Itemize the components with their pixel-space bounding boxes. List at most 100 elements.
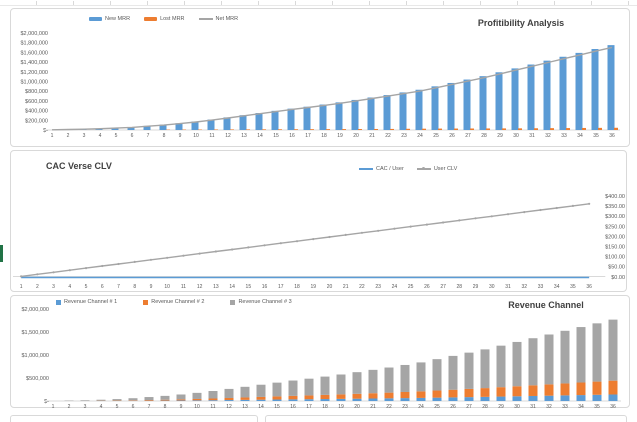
partial-chart-panel-left[interactable] <box>10 415 258 422</box>
stacked-bar-segment <box>560 395 570 401</box>
stacked-bar-segment <box>240 399 250 401</box>
x-axis-tick-label: 2 <box>36 284 39 290</box>
bar <box>271 110 279 130</box>
stacked-bar-segment <box>256 384 266 397</box>
x-axis-tick-label: 35 <box>570 284 576 290</box>
x-axis-tick-label: 28 <box>482 404 488 410</box>
legend-item[interactable]: Revenue Channel # 1 <box>56 299 117 305</box>
stacked-bar-segment <box>320 399 330 401</box>
line-marker-point <box>506 213 510 216</box>
stacked-bar-segment <box>496 396 506 401</box>
stacked-bar-segment <box>208 400 218 401</box>
revenue-channel-2-swatch-icon <box>143 299 149 305</box>
stacked-bar-segment <box>272 382 282 397</box>
partial-chart-panel-right[interactable] <box>265 415 627 422</box>
x-axis-tick-label: 17 <box>278 284 284 290</box>
bar <box>518 128 522 130</box>
x-axis-tick-label: 6 <box>131 133 134 139</box>
line-marker-point <box>377 229 380 232</box>
bar <box>278 129 282 130</box>
line-marker-point <box>360 231 364 234</box>
stacked-bar-segment <box>608 380 618 395</box>
stacked-bar-segment <box>448 397 458 401</box>
bar <box>527 64 535 130</box>
stacked-bar-segment <box>224 400 234 401</box>
stacked-bar-segment <box>256 399 266 401</box>
profitability-chart-panel[interactable]: New MRR Lost MRR Net MRR Profitibility Ana… <box>10 8 630 147</box>
y-axis-tick-label: $400,000 <box>25 109 48 115</box>
stacked-bar-segment <box>176 394 186 400</box>
revenue-channel-3-swatch-icon <box>230 299 236 305</box>
profitability-legend[interactable]: New MRR Lost MRR Net MRR <box>89 16 238 22</box>
stacked-bar-segment <box>288 399 298 401</box>
legend-item[interactable]: Revenue Channel # 2 <box>143 299 204 305</box>
y-axis-tick-label: $250.00 <box>605 224 625 230</box>
stacked-bar-segment <box>384 398 394 401</box>
legend-item[interactable]: CAC / User <box>359 166 404 172</box>
legend-item[interactable]: Net MRR <box>198 16 239 22</box>
legend-label: New MRR <box>105 16 131 22</box>
line-series <box>51 46 613 131</box>
revenue-channel-chart-panel[interactable]: Revenue Channel # 1 Revenue Channel # 2 Re… <box>10 295 630 410</box>
lost-mrr-swatch-icon <box>144 17 158 21</box>
bar <box>447 82 455 130</box>
bar <box>342 129 346 130</box>
stacked-bar-segment <box>320 394 330 400</box>
legend-label: Revenue Channel # 2 <box>151 299 205 305</box>
stacked-bar-segment <box>224 397 234 401</box>
y-axis-tick-label: $1,800,000 <box>20 41 48 47</box>
cac-clv-legend[interactable]: CAC / User User CLV <box>359 166 457 172</box>
revenue-channel-legend[interactable]: Revenue Channel # 1 Revenue Channel # 2 Re… <box>56 299 292 305</box>
bar <box>390 128 394 130</box>
line-marker-point <box>409 225 412 228</box>
stacked-bar-segment <box>432 397 442 401</box>
stacked-bar-segment <box>272 399 282 401</box>
line-marker-point <box>539 208 542 212</box>
legend-label: Revenue Channel # 3 <box>238 299 292 305</box>
line-series <box>21 203 590 278</box>
x-axis-tick-label: 28 <box>457 284 463 290</box>
line-marker-point <box>295 240 299 243</box>
stacked-bar-segment <box>176 399 186 401</box>
x-axis-tick-label: 33 <box>562 404 568 410</box>
x-axis-tick-label: 28 <box>481 133 487 139</box>
stacked-bar-segment <box>608 394 618 401</box>
y-axis-tick-label: $- <box>44 399 49 405</box>
stacked-bar-segment <box>480 388 490 397</box>
stacked-bar-segment <box>304 378 314 396</box>
line-marker-point <box>441 221 445 224</box>
x-axis-tick-label: 5 <box>115 133 118 139</box>
x-axis-tick-label: 7 <box>147 133 150 139</box>
x-axis-tick-label: 17 <box>305 133 311 139</box>
cac-clv-chart-panel[interactable]: CAC Verse CLV CAC / User User CLV $400.00… <box>10 150 627 292</box>
bar <box>127 127 135 130</box>
legend-item[interactable]: Revenue Channel # 3 <box>230 299 292 305</box>
x-axis-tick-label: 10 <box>164 284 170 290</box>
x-axis-tick-label: 11 <box>210 404 215 410</box>
legend-label: Revenue Channel # 1 <box>64 299 118 305</box>
legend-item[interactable]: New MRR <box>89 16 130 22</box>
legend-item[interactable]: User CLV <box>416 166 457 172</box>
stacked-bar-segment <box>208 398 218 401</box>
x-axis-tick-label: 32 <box>545 133 551 139</box>
x-axis-tick-label: 6 <box>132 404 135 410</box>
line-marker-point <box>458 219 461 222</box>
line-marker-point <box>101 264 104 268</box>
stacked-bar-segment <box>416 397 426 401</box>
bar <box>486 128 490 130</box>
x-axis-tick-label: 9 <box>180 404 183 410</box>
stacked-bar-segment <box>416 362 426 392</box>
stacked-bar-segment <box>384 392 394 399</box>
line-marker-point <box>247 246 250 249</box>
legend-label: Net MRR <box>215 16 239 22</box>
line-marker-point <box>214 250 217 253</box>
line-marker-point <box>474 217 477 220</box>
line-marker-point <box>20 275 23 278</box>
line-marker-point <box>149 258 153 261</box>
legend-item[interactable]: Lost MRR <box>144 16 185 22</box>
x-axis-tick-label: 2 <box>67 133 70 139</box>
y-axis-tick-label: $200.00 <box>605 234 625 240</box>
line-marker-point <box>52 271 55 274</box>
line-marker-point <box>425 223 428 226</box>
stacked-bar-segment <box>464 397 474 401</box>
